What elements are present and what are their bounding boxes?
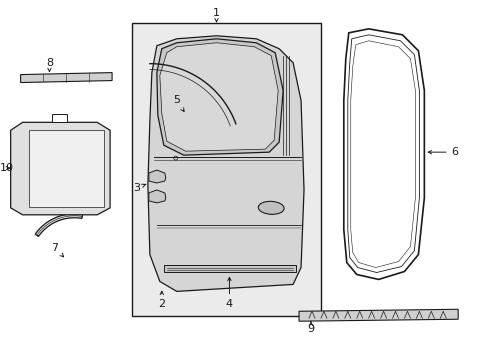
Polygon shape: [148, 170, 165, 183]
Polygon shape: [160, 43, 278, 151]
Text: 2: 2: [158, 291, 165, 309]
Polygon shape: [157, 39, 283, 155]
Polygon shape: [148, 190, 165, 203]
Ellipse shape: [258, 201, 284, 214]
Bar: [132, 23, 320, 316]
Polygon shape: [28, 130, 104, 207]
Text: 8: 8: [46, 58, 53, 72]
Polygon shape: [52, 114, 67, 122]
Text: 6: 6: [427, 147, 458, 157]
Text: 5: 5: [173, 95, 183, 112]
Text: 4: 4: [225, 277, 232, 309]
Text: 7: 7: [51, 243, 63, 257]
Polygon shape: [299, 309, 457, 321]
Polygon shape: [35, 214, 82, 237]
Polygon shape: [163, 265, 295, 273]
Polygon shape: [11, 122, 110, 215]
Text: 10: 10: [0, 163, 14, 173]
Polygon shape: [20, 73, 112, 82]
Text: 9: 9: [307, 321, 314, 334]
Text: 3: 3: [133, 183, 145, 193]
Polygon shape: [147, 36, 304, 291]
Text: 1: 1: [213, 8, 220, 22]
